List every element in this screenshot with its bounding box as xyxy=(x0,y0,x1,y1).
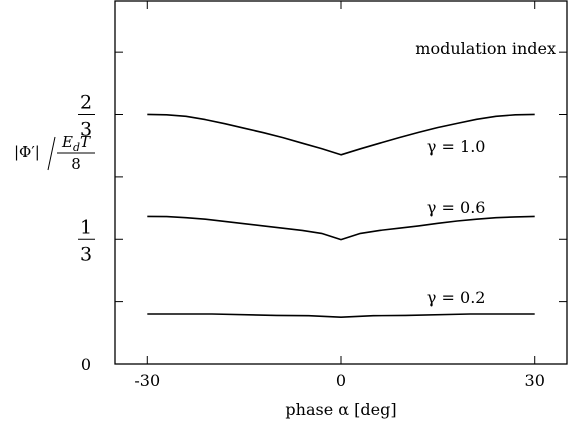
y-axis-label: |Φ′| EdT 8 xyxy=(14,133,95,173)
y-tick-label: 0 xyxy=(81,355,91,374)
y-axis-label-denominator: 8 xyxy=(71,155,81,173)
series-line xyxy=(147,113,535,156)
labels-layer: -30 0 30 0 1 3 2 3 γ = 1.0 γ = 0.6 γ = 0.2 xyxy=(78,92,545,390)
x-tick-label: -30 xyxy=(134,371,160,390)
legend-title: modulation index xyxy=(415,39,556,58)
y-tick-label-numerator: 2 xyxy=(80,92,92,114)
y-tick-label-denominator: 3 xyxy=(80,119,92,141)
series-line xyxy=(147,215,535,241)
y-tick-label-denominator: 3 xyxy=(80,243,92,265)
series-annotation: γ = 0.2 xyxy=(427,288,486,307)
x-tick-label: 30 xyxy=(525,371,545,390)
ticks xyxy=(115,1,567,365)
series-annotation: γ = 0.6 xyxy=(427,198,486,217)
y-axis-label-prefix: |Φ′| xyxy=(14,143,40,161)
series-annotation: γ = 1.0 xyxy=(427,137,486,156)
x-tick-label: 0 xyxy=(336,371,346,390)
y-axis-label-numerator: EdT xyxy=(61,133,91,154)
y-axis-label-slash xyxy=(47,136,56,171)
series-line xyxy=(147,313,535,319)
y-tick-label-numerator: 1 xyxy=(80,216,92,238)
series-layer xyxy=(147,113,535,319)
x-axis-label: phase α [deg] xyxy=(285,400,396,419)
